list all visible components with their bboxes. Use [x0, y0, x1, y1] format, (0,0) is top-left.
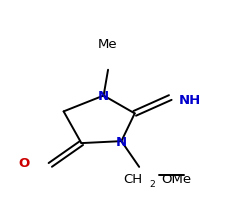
Text: N: N [116, 135, 127, 148]
Text: OMe: OMe [161, 172, 191, 185]
Text: 2: 2 [149, 179, 155, 188]
Text: N: N [98, 90, 109, 103]
Text: Me: Me [98, 38, 118, 51]
Text: O: O [18, 157, 29, 170]
Text: NH: NH [179, 94, 201, 106]
Text: CH: CH [124, 172, 143, 185]
